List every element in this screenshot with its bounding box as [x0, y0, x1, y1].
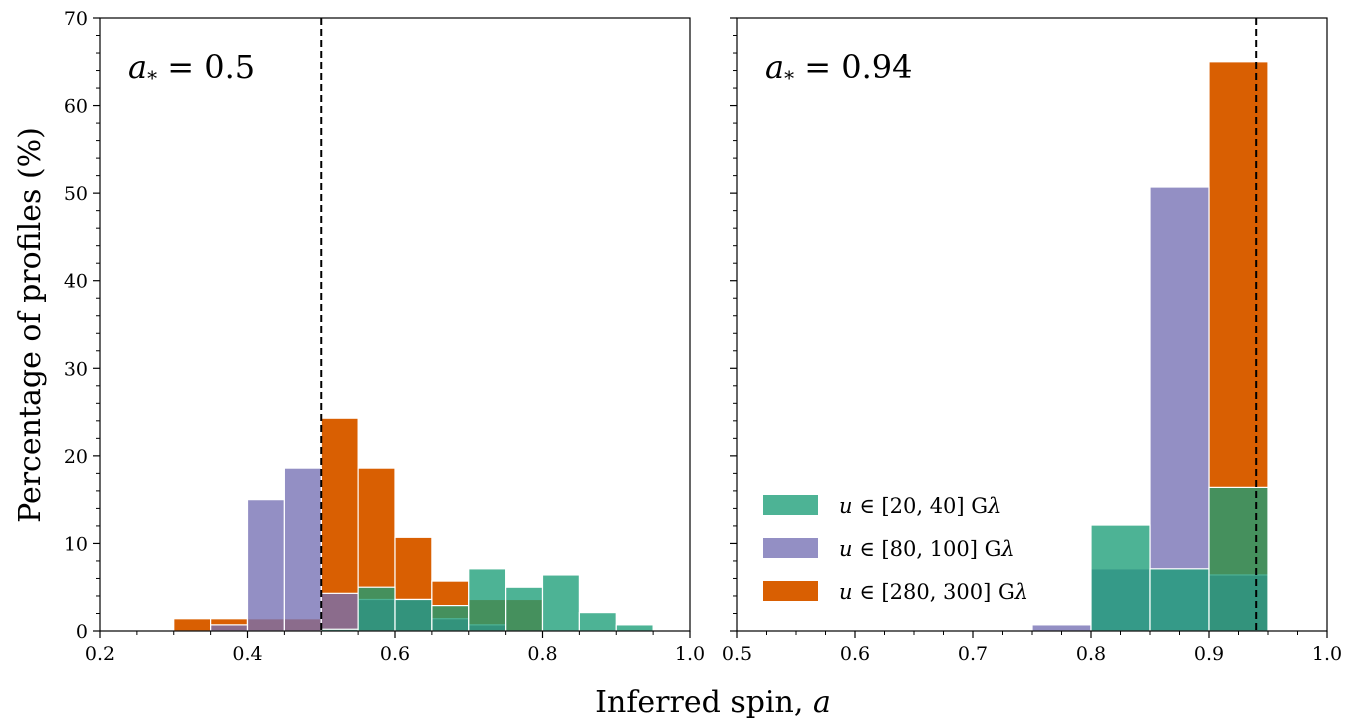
bar-series-1	[578, 612, 617, 632]
x-tick-label: 0.4	[232, 643, 262, 665]
y-tick-label: 30	[64, 358, 88, 380]
left-panel: 0.2 0.4 0.6 0.8 1.0 0 10 20 30 40 50 60 70 a* = 0.5	[64, 8, 705, 665]
bar-series-3	[173, 618, 212, 632]
bar-series-2	[320, 592, 359, 632]
bar-series-1	[468, 568, 507, 632]
x-tick-label: 0.5	[722, 643, 752, 665]
x-tick-label: 0.6	[380, 643, 410, 665]
y-axis-label: Percentage of profiles (%)	[13, 127, 48, 523]
bar-series-1	[505, 586, 544, 632]
bar-series-2	[283, 467, 322, 632]
bar-series-2	[1031, 624, 1092, 632]
bar-series-1	[394, 598, 433, 632]
bar-series-2	[246, 499, 285, 632]
legend-swatch-1	[763, 495, 818, 515]
x-tick-label: 0.8	[1076, 643, 1106, 665]
bar-series-1	[1149, 568, 1210, 632]
bar-series-1	[1208, 486, 1269, 632]
x-axis-label: Inferred spin, a	[595, 685, 831, 720]
x-tick-label: 1.0	[675, 643, 705, 665]
bar-series-1	[357, 586, 396, 632]
x-tick-label: 0.6	[840, 643, 870, 665]
y-tick-label: 70	[64, 8, 88, 30]
bar-series-2	[1149, 186, 1210, 632]
x-tick-label: 0.9	[1194, 643, 1224, 665]
spin-annotation: a* = 0.5	[128, 48, 255, 90]
y-tick-label: 60	[64, 96, 88, 118]
x-tick-label: 0.8	[527, 643, 557, 665]
legend-label-2: u ∈ [80, 100] Gλ	[839, 537, 1015, 561]
bar-series-1	[431, 605, 470, 632]
legend-label-1: u ∈ [20, 40] Gλ	[839, 494, 1001, 518]
y-tick-label: 50	[64, 183, 88, 205]
x-tick-label: 0.2	[85, 643, 115, 665]
y-tick-label: 40	[64, 271, 88, 293]
x-tick-label: 0.7	[958, 643, 988, 665]
y-tick-label: 0	[76, 621, 88, 643]
legend-swatch-3	[763, 581, 818, 601]
bar-series-2	[210, 624, 249, 632]
legend-swatch-2	[763, 538, 818, 558]
spin-annotation: a* = 0.94	[765, 48, 912, 90]
right-panel: 0.5 0.6 0.7 0.8 0.9 1.0 a* = 0.94 u ∈ [20, 40] …	[722, 17, 1342, 665]
y-tick-label: 10	[64, 533, 88, 555]
bar-series-1	[541, 574, 580, 632]
bar-series-1	[615, 624, 654, 632]
legend-label-3: u ∈ [280, 300] Gλ	[839, 580, 1028, 604]
legend: u ∈ [20, 40] Gλ u ∈ [80, 100] Gλ u ∈ [280,…	[763, 494, 1028, 604]
y-tick-label: 20	[64, 446, 88, 468]
bar-series-1	[1090, 524, 1151, 632]
x-tick-label: 1.0	[1312, 643, 1342, 665]
